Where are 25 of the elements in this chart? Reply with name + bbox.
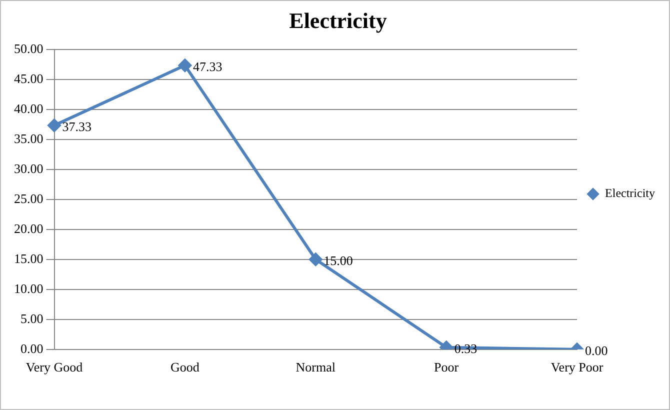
legend-label: Electricity (605, 186, 656, 200)
y-tick-label: 10.00 (14, 280, 44, 296)
data-label: 47.33 (192, 58, 222, 74)
y-tick-label: 35.00 (14, 130, 44, 146)
y-tick-label: 5.00 (20, 310, 44, 326)
y-tick-label: 40.00 (14, 100, 44, 116)
x-tick-label: Very Good (26, 360, 84, 375)
x-tick-label: Normal (296, 360, 336, 375)
y-tick-label: 15.00 (14, 250, 44, 266)
y-tick-label: 30.00 (14, 160, 44, 176)
x-tick-label: Good (170, 360, 200, 375)
y-tick-label: 45.00 (14, 70, 44, 86)
y-tick-label: 25.00 (14, 190, 44, 206)
chart-title: Electricity (289, 8, 387, 33)
y-tick-label: 50.00 (14, 40, 44, 56)
data-label: 15.00 (324, 252, 353, 268)
point (178, 58, 192, 72)
y-tick-label: 20.00 (14, 220, 44, 236)
data-label: 37.33 (62, 118, 92, 134)
y-tick-label: 0.00 (20, 340, 44, 356)
point (48, 118, 61, 132)
x-tick-label: Poor (434, 360, 460, 375)
x-tick-label: Very Poor (550, 360, 604, 375)
point (309, 252, 322, 266)
data-label: 0.00 (585, 342, 608, 358)
